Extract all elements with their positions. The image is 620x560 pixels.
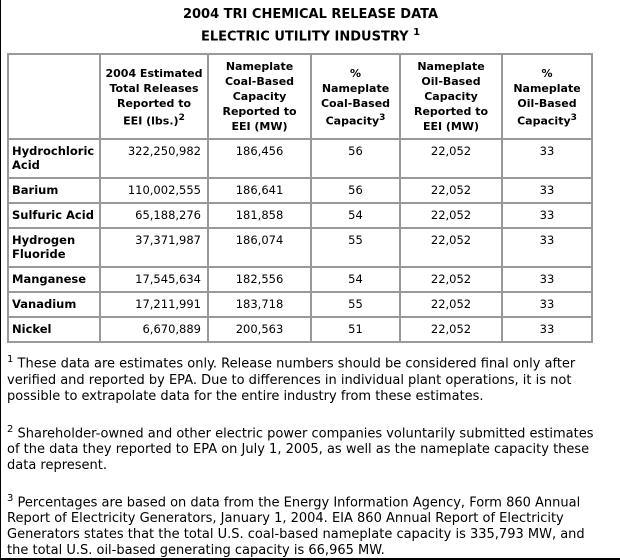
title-footnote-ref: 1 [413,27,421,38]
chemical-name-cell: Vanadium [8,292,100,318]
footnote-1-text: These data are estimates only. Release n… [7,356,576,404]
table-row: Sulfuric Acid 65,188,276 181,858 54 22,0… [8,203,592,229]
coal-capacity-cell: 186,641 [208,178,311,204]
footnote-1: 1 These data are estimates only. Release… [7,352,604,404]
oil-capacity-cell: 22,052 [400,139,502,179]
footnote-2-text: Shareholder-owned and other electric pow… [7,425,594,473]
chemical-name-cell: Hydrogen Fluoride [8,228,100,268]
column-header-oil-capacity-label: Nameplate Oil-Based Capacity Reported to… [413,60,489,134]
pct-oil-cell: 33 [502,203,592,229]
coal-capacity-cell: 186,074 [208,228,311,268]
table-row: Hydrogen Fluoride 37,371,987 186,074 55 … [8,228,592,268]
total-releases-cell: 322,250,982 [100,139,208,179]
coal-capacity-cell: 186,456 [208,139,311,179]
pct-coal-cell: 55 [311,228,400,268]
pct-oil-cell: 33 [502,178,592,204]
footnote-3-marker: 3 [7,492,14,504]
chemical-name-cell: Sulfuric Acid [8,203,100,229]
release-data-table: 2004 Estimated Total Releases Reported t… [7,53,593,344]
table-row: Barium 110,002,555 186,641 56 22,052 33 [8,178,592,204]
total-releases-cell: 17,545,634 [100,267,208,293]
pct-coal-cell: 54 [311,267,400,293]
pct-coal-cell: 55 [311,292,400,318]
pct-oil-cell: 33 [502,139,592,179]
column-header-coal-capacity: Nameplate Coal-Based Capacity Reported t… [208,54,311,140]
pct-oil-cell: 33 [502,228,592,268]
oil-capacity-cell: 22,052 [400,178,502,204]
total-releases-cell: 110,002,555 [100,178,208,204]
footnote-3-text: Percentages are based on data from the E… [7,495,585,559]
pct-oil-cell: 33 [502,292,592,318]
table-row: Nickel 6,670,889 200,563 51 22,052 33 [8,317,592,343]
column-header-total-releases-sup: 2 [178,112,185,123]
total-releases-cell: 65,188,276 [100,203,208,229]
coal-capacity-cell: 200,563 [208,317,311,343]
oil-capacity-cell: 22,052 [400,203,502,229]
coal-capacity-cell: 181,858 [208,203,311,229]
page-title-line2: ELECTRIC UTILITY INDUSTRY 1 [1,24,620,46]
page-title-line2-text: ELECTRIC UTILITY INDUSTRY [200,29,409,45]
chemical-name-cell: Barium [8,178,100,204]
pct-coal-cell: 56 [311,139,400,179]
pct-oil-cell: 33 [502,317,592,343]
column-header-oil-capacity: Nameplate Oil-Based Capacity Reported to… [400,54,502,140]
table-row: Vanadium 17,211,991 183,718 55 22,052 33 [8,292,592,318]
column-header-total-releases: 2004 Estimated Total Releases Reported t… [100,54,208,140]
column-header-pct-coal-sup: 3 [379,112,386,123]
column-header-total-releases-label: 2004 Estimated Total Releases Reported t… [105,66,203,128]
column-header-pct-coal: % Nameplate Coal-Based Capacity3 [311,54,400,140]
oil-capacity-cell: 22,052 [400,317,502,343]
chemical-name-cell: Nickel [8,317,100,343]
total-releases-cell: 37,371,987 [100,228,208,268]
chemical-name-cell: Manganese [8,267,100,293]
coal-capacity-cell: 183,718 [208,292,311,318]
column-header-pct-oil-label: % Nameplate Oil-Based Capacity [513,66,581,128]
footnote-1-marker: 1 [7,354,14,366]
column-header-chemical [8,54,100,140]
table-row: Manganese 17,545,634 182,556 54 22,052 3… [8,267,592,293]
pct-coal-cell: 51 [311,317,400,343]
footnote-2-marker: 2 [7,423,14,435]
total-releases-cell: 6,670,889 [100,317,208,343]
oil-capacity-cell: 22,052 [400,292,502,318]
pct-coal-cell: 54 [311,203,400,229]
page-title-line1: 2004 TRI CHEMICAL RELEASE DATA [182,7,439,22]
coal-capacity-cell: 182,556 [208,267,311,293]
oil-capacity-cell: 22,052 [400,267,502,293]
oil-capacity-cell: 22,052 [400,228,502,268]
pct-oil-cell: 33 [502,267,592,293]
footnote-2: 2 Shareholder-owned and other electric p… [7,422,604,474]
column-header-pct-coal-label: % Nameplate Coal-Based Capacity [320,66,391,128]
table-row: Hydrochloric Acid 322,250,982 186,456 56… [8,139,592,179]
column-header-pct-oil-sup: 3 [570,112,577,123]
column-header-pct-oil: % Nameplate Oil-Based Capacity3 [502,54,592,140]
page-title: 2004 TRI CHEMICAL RELEASE DATA ELECTRIC … [1,0,620,46]
column-header-coal-capacity-label: Nameplate Coal-Based Capacity Reported t… [222,60,297,134]
chemical-name-cell: Hydrochloric Acid [8,139,100,179]
footnote-3: 3 Percentages are based on data from the… [7,491,604,559]
pct-coal-cell: 56 [311,178,400,204]
total-releases-cell: 17,211,991 [100,292,208,318]
header-row: 2004 Estimated Total Releases Reported t… [8,54,592,140]
